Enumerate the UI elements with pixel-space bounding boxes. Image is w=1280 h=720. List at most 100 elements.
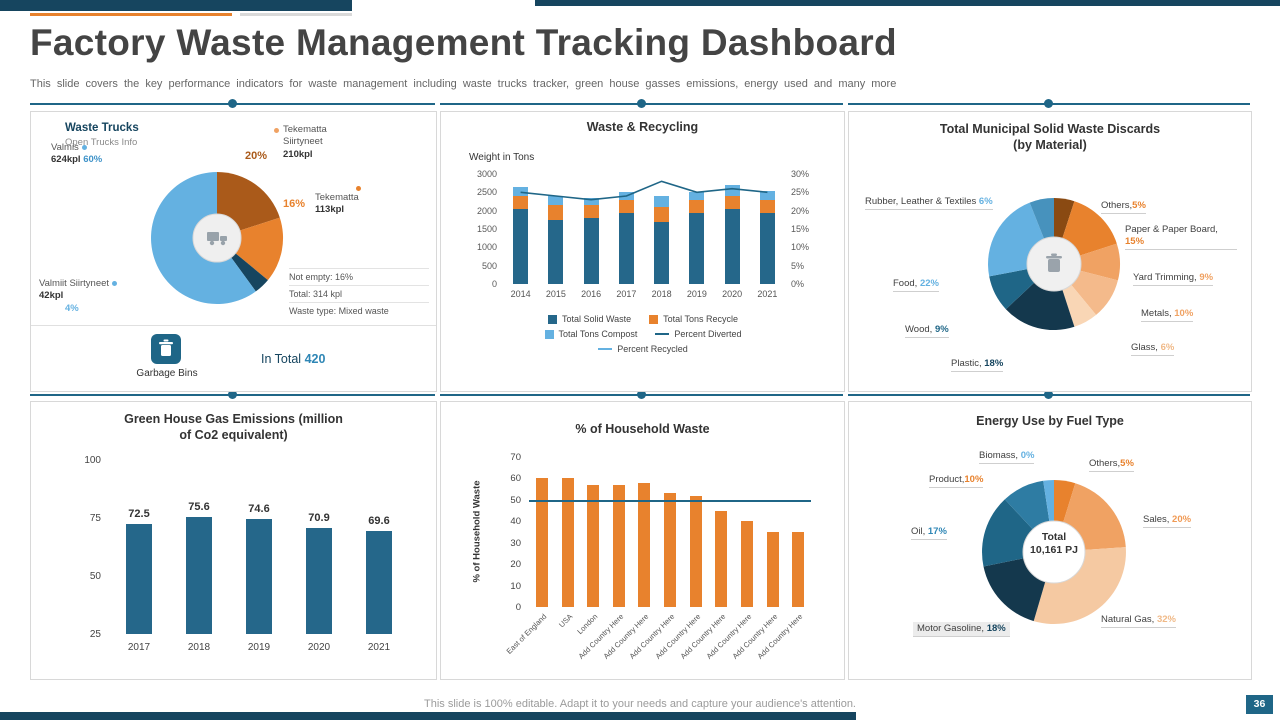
legend-marker <box>655 333 670 335</box>
panel-title: Waste Trucks <box>65 122 139 134</box>
axis-tick: 3000 <box>476 169 497 179</box>
stacked-bar-segment <box>724 185 740 196</box>
stacked-bar-segment <box>654 221 670 284</box>
panel-waste-recycling: Waste & Recycling Weight in Tons 3000 250… <box>440 111 845 392</box>
stacked-bar-segment <box>689 192 705 200</box>
axis-tick: 2500 <box>476 187 497 198</box>
y-axis-ticks: 70 60 50 40 30 20 10 0 <box>495 452 521 617</box>
bar-value-label: 74.6 <box>248 502 270 515</box>
legend-item: Percent Diverted <box>655 329 741 339</box>
stacked-bar-segment <box>548 205 564 220</box>
footer-note: This slide is 100% editable. Adapt it to… <box>424 698 856 710</box>
stacked-bar-segment <box>654 207 670 222</box>
axis-label: 2020 <box>307 642 331 653</box>
slice-label-food: Food, 22% <box>893 278 939 292</box>
panel-title: Waste & Recycling <box>586 120 699 134</box>
axis-label: 2018 <box>651 289 672 299</box>
stacked-bar-segment <box>759 212 775 284</box>
bar <box>246 518 272 634</box>
axis-tick: 60 <box>510 473 521 485</box>
axis-tick: 2000 <box>476 205 497 216</box>
axis-label: 2019 <box>686 289 707 299</box>
panel-title: Green House Gas Emissions (million <box>124 412 343 426</box>
bar <box>612 484 625 607</box>
axis-tick: 0 <box>515 602 521 613</box>
pie-slice <box>1054 243 1120 281</box>
axis-tick: 0% <box>791 279 805 289</box>
household-plot <box>529 457 811 607</box>
slice-label-motor-gasoline: Motor Gasoline, 18% <box>913 622 1010 637</box>
slice-label-natural-gas: Natural Gas, 32% <box>1101 614 1176 628</box>
axis-label: 2017 <box>127 642 151 653</box>
axis-label: 2015 <box>545 289 566 299</box>
y-axis-title: % of Household Waste <box>471 480 483 583</box>
slice-label-product: Product,10% <box>929 474 984 488</box>
stacked-bar-segment <box>513 186 529 196</box>
stacked-bar-segment <box>583 197 599 206</box>
axis-tick: 10% <box>791 242 810 253</box>
x-axis-labels: East of England USA London Add Country Here… <box>504 608 811 678</box>
panel-connector-dot <box>228 390 237 399</box>
legend-marker <box>544 329 554 339</box>
panel-energy-use: Energy Use by Fuel Type Total 10,161 PJ … <box>848 401 1252 680</box>
note-waste-type: Waste type: Mixed waste <box>289 302 429 319</box>
waste-trucks-notes: Not empty: 16% Total: 314 kpl Waste type… <box>289 268 429 319</box>
stacked-bar-segment <box>724 196 740 209</box>
panel-household-waste: % of Household Waste % of Household Wast… <box>440 401 845 680</box>
axis-tick: 75 <box>89 513 101 524</box>
stacked-bar-segment <box>548 196 564 206</box>
bar <box>306 527 332 634</box>
axis-tick: 50 <box>510 494 521 506</box>
axis-tick: 15% <box>791 224 810 234</box>
y-axis-ticks: 100 75 50 25 <box>61 455 101 644</box>
panel-title-line2: (by Material) <box>1013 138 1087 152</box>
legend-marker <box>547 314 557 324</box>
slice-label-others: Others,5% <box>1089 458 1134 472</box>
panel-subtitle: Open Trucks Info <box>65 137 138 148</box>
bar <box>126 523 152 634</box>
donut-center-label: Total 10,161 PJ <box>1030 531 1078 557</box>
stacked-bar-segment <box>513 196 529 209</box>
msw-donut-svg <box>988 197 1120 331</box>
garbage-bin-icon <box>151 334 181 364</box>
axis-label: 2014 <box>510 289 531 299</box>
slice-label-rubber: Rubber, Leather & Textiles 6% <box>865 196 993 210</box>
bar <box>561 478 574 607</box>
axis-tick: 100 <box>84 455 101 466</box>
axis-label: 2016 <box>581 289 602 299</box>
axis-label: 2017 <box>616 289 637 299</box>
bar-value-label: 75.6 <box>188 500 210 513</box>
slice-label-valmis: Valmis 624kpl 60% <box>51 142 103 166</box>
axis-tick: 20% <box>791 205 810 216</box>
panel-connector-dot <box>228 99 237 108</box>
garbage-bins-total: In Total 420 <box>261 352 326 366</box>
stacked-bar-segment <box>513 208 529 284</box>
slice-pct-tekematta-siirtyneet: 20% <box>245 150 268 162</box>
slice-label-yard-trimming: Yard Trimming, 9% <box>1133 272 1214 286</box>
panel-connector-dot <box>1044 99 1053 108</box>
stacked-bar-segment <box>618 199 634 213</box>
panel-title: % of Household Waste <box>575 422 710 436</box>
panel-title: Total Municipal Solid Waste Discards <box>939 122 1161 136</box>
axis-tick: 25 <box>89 629 101 640</box>
bar <box>535 478 548 607</box>
slice-dot <box>81 144 87 150</box>
axis-tick: 20 <box>510 559 521 571</box>
axis-label: 2021 <box>757 289 778 299</box>
stacked-bar-segment <box>759 199 775 213</box>
top-bar-left <box>0 0 352 11</box>
slice-label-metals: Metals, 10% <box>1141 308 1194 322</box>
slice-pct-tekematta: 16% <box>283 198 306 210</box>
x-axis-labels: 2014 2015 2016 2017 2018 2019 2020 2021 <box>503 289 785 299</box>
x-axis-labels: 2017 2018 2019 2020 2021 <box>109 642 409 653</box>
slice-dot <box>356 186 361 191</box>
percent-diverted-line <box>520 180 768 201</box>
bar <box>740 521 753 607</box>
bar <box>366 530 392 634</box>
panel-ghg-emissions: Green House Gas Emissions (million of Co… <box>30 401 437 680</box>
top-accent-orange <box>30 13 232 16</box>
legend-item: Total Tons Compost <box>544 329 637 339</box>
msw-donut <box>969 179 1139 349</box>
legend-marker <box>598 348 613 350</box>
